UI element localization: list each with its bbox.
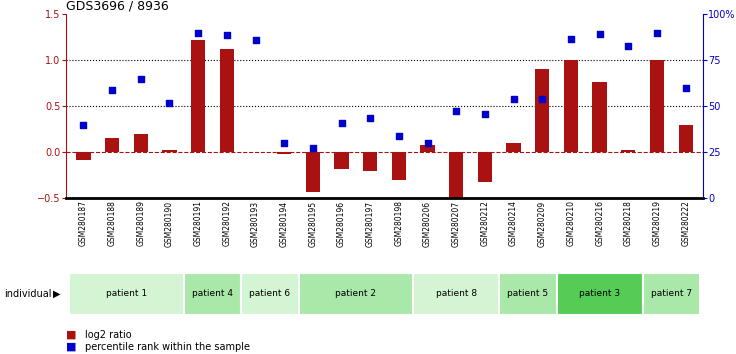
- Bar: [277, 152, 291, 154]
- Bar: [506, 143, 521, 152]
- Point: [77, 122, 89, 127]
- Text: ▶: ▶: [53, 289, 60, 299]
- Text: GSM280189: GSM280189: [136, 200, 145, 246]
- Text: GSM280207: GSM280207: [452, 200, 461, 247]
- Point: [450, 108, 462, 114]
- Point: [479, 111, 491, 116]
- Text: patient 1: patient 1: [106, 289, 147, 298]
- Bar: [564, 60, 578, 152]
- Bar: [449, 152, 464, 198]
- Point: [221, 33, 233, 38]
- Text: GSM280209: GSM280209: [538, 200, 547, 247]
- Point: [364, 115, 376, 121]
- Bar: [420, 145, 435, 152]
- Text: ■: ■: [66, 330, 77, 339]
- Text: GSM280210: GSM280210: [567, 200, 576, 246]
- Text: patient 2: patient 2: [336, 289, 376, 298]
- Text: patient 7: patient 7: [651, 289, 692, 298]
- Bar: [556, 273, 643, 315]
- Text: GSM280195: GSM280195: [308, 200, 317, 247]
- Bar: [219, 49, 234, 152]
- Text: patient 3: patient 3: [579, 289, 620, 298]
- Text: GSM280198: GSM280198: [394, 200, 403, 246]
- Point: [508, 96, 520, 102]
- Bar: [77, 152, 91, 160]
- Text: GSM280212: GSM280212: [481, 200, 489, 246]
- Text: GSM280192: GSM280192: [222, 200, 231, 246]
- Point: [163, 101, 175, 106]
- Text: GSM280193: GSM280193: [251, 200, 260, 247]
- Bar: [305, 152, 320, 192]
- Text: patient 4: patient 4: [192, 289, 233, 298]
- Point: [537, 96, 548, 102]
- Text: GSM280187: GSM280187: [79, 200, 88, 246]
- Bar: [499, 273, 556, 315]
- Text: GSM280206: GSM280206: [423, 200, 432, 247]
- Point: [278, 140, 290, 146]
- Text: GSM280219: GSM280219: [653, 200, 662, 246]
- Point: [422, 140, 434, 146]
- Bar: [241, 273, 299, 315]
- Text: GSM280214: GSM280214: [509, 200, 518, 246]
- Bar: [363, 152, 378, 171]
- Text: GSM280218: GSM280218: [624, 200, 633, 246]
- Bar: [163, 150, 177, 152]
- Bar: [134, 134, 148, 152]
- Text: GSM280191: GSM280191: [194, 200, 202, 246]
- Text: patient 5: patient 5: [507, 289, 548, 298]
- Text: ■: ■: [66, 342, 77, 352]
- Bar: [392, 152, 406, 180]
- Text: log2 ratio: log2 ratio: [85, 330, 131, 339]
- Point: [307, 145, 319, 150]
- Bar: [621, 150, 635, 152]
- Text: GSM280196: GSM280196: [337, 200, 346, 247]
- Text: patient 8: patient 8: [436, 289, 477, 298]
- Point: [135, 76, 146, 81]
- Bar: [184, 273, 241, 315]
- Point: [594, 32, 606, 37]
- Bar: [334, 152, 349, 169]
- Point: [336, 120, 347, 126]
- Bar: [679, 125, 693, 152]
- Text: GSM280216: GSM280216: [595, 200, 604, 246]
- Text: GSM280197: GSM280197: [366, 200, 375, 247]
- Text: GSM280188: GSM280188: [107, 200, 116, 246]
- Point: [565, 36, 577, 42]
- Bar: [69, 273, 184, 315]
- Bar: [478, 152, 492, 182]
- Text: GSM280190: GSM280190: [165, 200, 174, 247]
- Bar: [299, 273, 413, 315]
- Point: [623, 44, 634, 49]
- Text: individual: individual: [4, 289, 52, 299]
- Point: [106, 87, 118, 92]
- Text: GDS3696 / 8936: GDS3696 / 8936: [66, 0, 169, 13]
- Bar: [592, 82, 606, 152]
- Point: [192, 30, 204, 35]
- Point: [393, 133, 405, 138]
- Bar: [413, 273, 499, 315]
- Text: patient 6: patient 6: [250, 289, 291, 298]
- Bar: [643, 273, 700, 315]
- Bar: [105, 138, 119, 152]
- Point: [651, 30, 663, 35]
- Bar: [191, 40, 205, 152]
- Point: [680, 85, 692, 91]
- Point: [250, 37, 261, 43]
- Text: percentile rank within the sample: percentile rank within the sample: [85, 342, 250, 352]
- Text: GSM280194: GSM280194: [280, 200, 289, 247]
- Bar: [535, 69, 550, 152]
- Bar: [650, 60, 664, 152]
- Text: GSM280222: GSM280222: [682, 200, 690, 246]
